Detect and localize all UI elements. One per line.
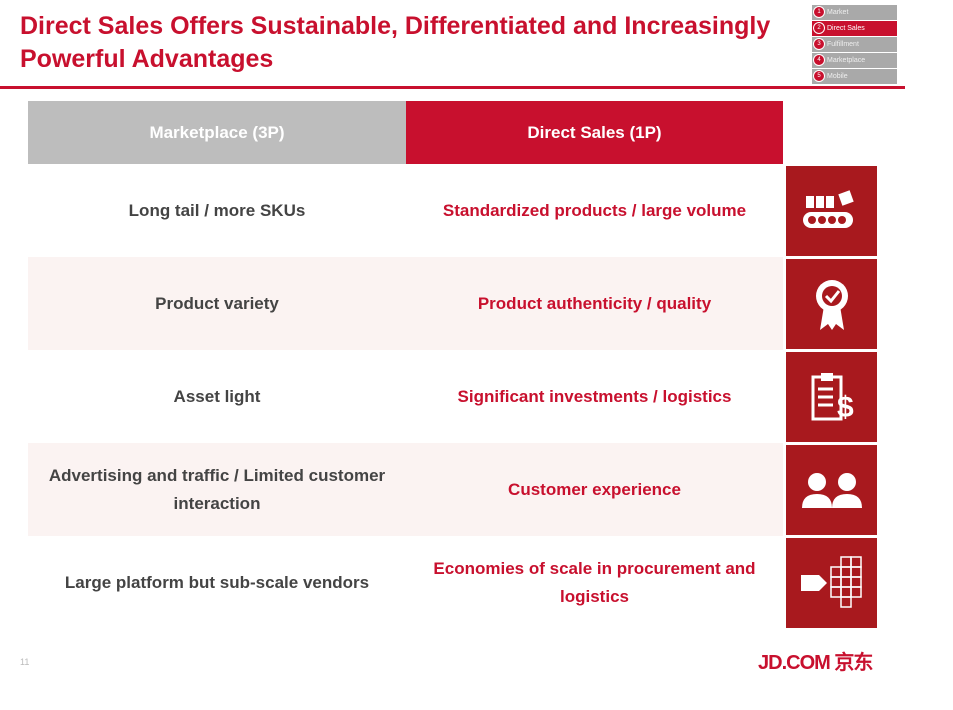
quality-badge-icon — [786, 259, 877, 349]
nav-number: 1 — [813, 6, 825, 18]
jd-logo: JD.COM 京东 — [758, 652, 873, 674]
nav-number: 3 — [813, 38, 825, 50]
cell-marketplace: Advertising and traffic / Limited custom… — [28, 443, 406, 536]
title-divider — [0, 86, 905, 89]
table-header: Marketplace (3P) Direct Sales (1P) — [28, 101, 878, 164]
table-row: Advertising and traffic / Limited custom… — [28, 443, 878, 536]
nav-label: Market — [827, 9, 849, 16]
cell-marketplace: Asset light — [173, 386, 261, 406]
table-row: Long tail / more SKUs Standardized produ… — [28, 164, 878, 257]
header-direct-sales: Direct Sales (1P) — [406, 101, 783, 164]
nav-item-marketplace[interactable]: 4 Marketplace — [812, 53, 897, 68]
cell-direct-sales: Economies of scale in procurement and lo… — [433, 558, 756, 606]
table-row: Asset light Significant investments / lo… — [28, 350, 878, 443]
section-nav: 1 Market 2 Direct Sales 3 Fulfillment 4 Mark… — [812, 5, 897, 85]
customers-icon — [786, 445, 877, 535]
nav-label: Direct Sales — [827, 25, 865, 32]
cell-direct-sales: Product authenticity / quality — [406, 257, 783, 350]
page-number: 11 — [20, 657, 30, 667]
comparison-table: Marketplace (3P) Direct Sales (1P) Long … — [28, 101, 878, 629]
cube-stack-icon — [786, 538, 877, 628]
nav-item-direct-sales[interactable]: 2 Direct Sales — [812, 21, 897, 36]
nav-item-mobile[interactable]: 5 Mobile — [812, 69, 897, 84]
nav-number: 5 — [813, 70, 825, 82]
nav-item-fulfillment[interactable]: 3 Fulfillment — [812, 37, 897, 52]
cell-marketplace: Product variety — [28, 257, 406, 350]
nav-label: Mobile — [827, 73, 848, 80]
table-row: Large platform but sub-scale vendors Eco… — [28, 536, 878, 629]
table-row: Product variety Product authenticity / q… — [28, 257, 878, 350]
nav-label: Fulfillment — [827, 41, 859, 48]
slide-title: Direct Sales Offers Sustainable, Differe… — [20, 12, 771, 73]
nav-number: 2 — [813, 22, 825, 34]
conveyor-belt-icon — [786, 166, 877, 256]
nav-label: Marketplace — [827, 57, 866, 64]
cell-direct-sales: Standardized products / large volume — [442, 200, 747, 220]
cell-marketplace: Large platform but sub-scale vendors — [64, 572, 370, 592]
clipboard-dollar-icon: $ — [786, 352, 877, 442]
cell-direct-sales: Customer experience — [406, 443, 783, 536]
header-marketplace: Marketplace (3P) — [28, 101, 406, 164]
nav-number: 4 — [813, 54, 825, 66]
cell-marketplace: Long tail / more SKUs — [128, 200, 306, 220]
svg-text:$: $ — [837, 391, 854, 423]
cell-direct-sales: Significant investments / logistics — [457, 386, 732, 406]
nav-item-market[interactable]: 1 Market — [812, 5, 897, 20]
